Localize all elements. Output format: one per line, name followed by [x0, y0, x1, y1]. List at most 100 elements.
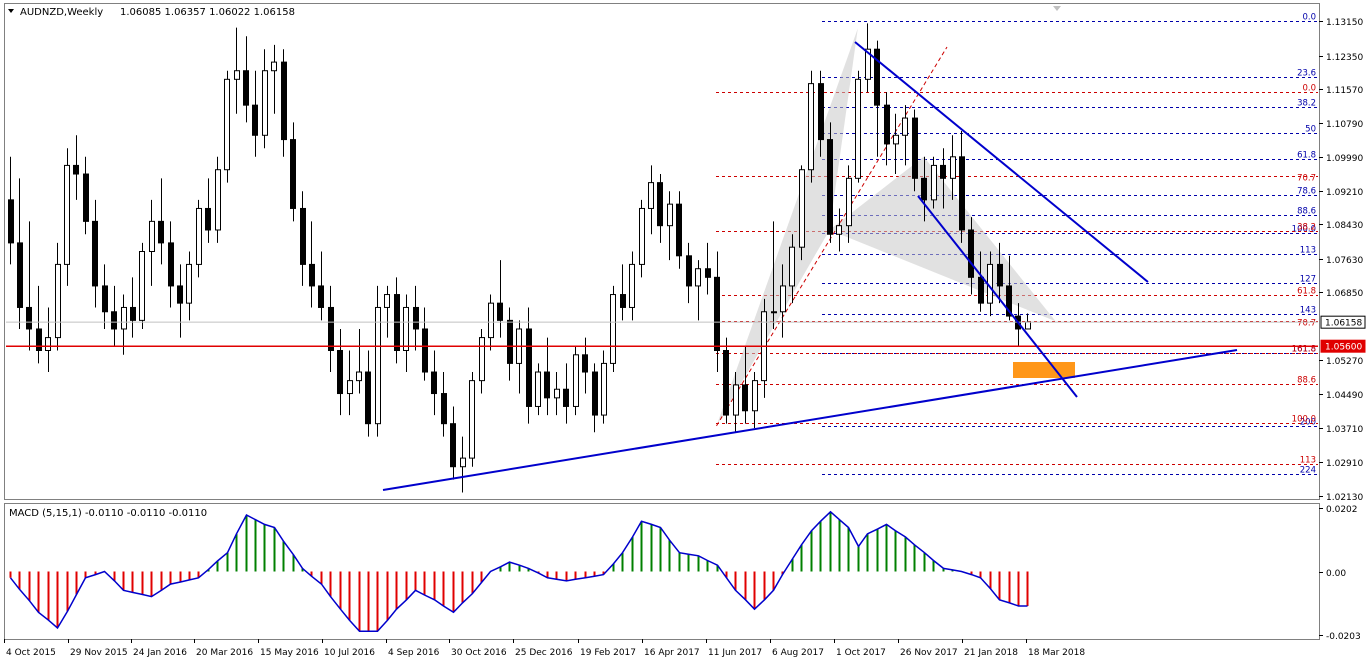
- candle-bullish: [1025, 321, 1031, 330]
- candle-bearish: [818, 83, 824, 141]
- fib-label-blue: 88.6: [1297, 207, 1316, 217]
- fib-label-red: 88.6: [1297, 376, 1316, 386]
- candle-bullish: [479, 337, 485, 382]
- candle-bullish: [865, 48, 871, 80]
- support-price-box: [1320, 339, 1366, 353]
- candle-bullish: [610, 294, 616, 364]
- candle-bearish: [243, 70, 249, 106]
- dropdown-arrow-icon[interactable]: [8, 9, 14, 13]
- candle-bullish: [695, 268, 701, 287]
- fib-label-blue: 113: [1300, 246, 1316, 256]
- channel-lower-line[interactable]: [917, 195, 1078, 398]
- price-tick-label: 1.11570: [1326, 86, 1363, 96]
- candle-bearish: [413, 306, 419, 330]
- candle-bullish: [648, 182, 654, 209]
- price-tick-label: 1.06850: [1326, 289, 1363, 299]
- rising-trendline[interactable]: [382, 349, 1238, 491]
- price-tick-label: 1.02910: [1326, 459, 1363, 469]
- fib-label-blue: 127: [1300, 275, 1316, 285]
- candle-bullish: [271, 61, 277, 72]
- candle-bearish: [978, 276, 984, 304]
- candle-bullish: [488, 302, 494, 339]
- candle-bullish: [262, 70, 268, 136]
- candle-bearish: [26, 306, 32, 330]
- fib-label-blue: 161.8: [1292, 345, 1316, 355]
- candle-bullish: [121, 306, 127, 330]
- fib-label-red: 113: [1300, 456, 1316, 466]
- time-tick-label: 10 Jul 2016: [324, 648, 375, 658]
- xa-dashed-line: [716, 46, 948, 427]
- macd-pane-frame: [4, 503, 1320, 640]
- candle-bearish: [714, 276, 720, 351]
- candle-bearish: [73, 164, 79, 175]
- price-tick-label: 1.03710: [1326, 425, 1363, 435]
- time-tick-label: 4 Sep 2016: [388, 648, 440, 658]
- candle-bearish: [252, 104, 258, 136]
- candle-bullish: [808, 83, 814, 171]
- candle-bearish: [526, 328, 532, 407]
- candle-bearish: [742, 384, 748, 412]
- candle-bullish: [64, 164, 70, 265]
- candle-bearish: [686, 255, 692, 287]
- macd-label: MACD (5,15,1) -0.0110 -0.0110 -0.0110: [9, 508, 207, 519]
- price-tick-label: 1.10790: [1326, 120, 1363, 130]
- fib-label-red: 70.7: [1297, 174, 1316, 184]
- candle-bullish: [601, 362, 607, 416]
- candle-bullish: [789, 246, 795, 287]
- candle-bullish: [573, 354, 579, 407]
- price-tick-label: 1.08430: [1326, 221, 1363, 231]
- candle-bullish: [384, 294, 390, 308]
- candle-bearish: [874, 48, 880, 106]
- price-tick-label: 1.13150: [1326, 18, 1363, 28]
- candle-bullish: [639, 207, 645, 265]
- candle-bearish: [431, 371, 437, 395]
- candle-bearish: [309, 263, 315, 287]
- candle-bullish: [356, 371, 362, 382]
- candle-bearish: [884, 104, 890, 145]
- price-tick-label: 1.02130: [1326, 493, 1363, 503]
- price-pane-frame: [4, 3, 1320, 500]
- candle-bullish: [836, 225, 842, 235]
- macd-tick-label: -0.0203: [1326, 632, 1361, 642]
- candle-bullish: [186, 263, 192, 304]
- time-tick-label: 21 Jan 2018: [964, 648, 1018, 658]
- candle-bullish: [931, 164, 937, 201]
- candle-bullish: [149, 220, 155, 253]
- support-price-label: 1.05600: [1325, 343, 1362, 353]
- macd-signal-line: [9, 510, 1028, 632]
- time-tick-label: 24 Jan 2016: [133, 648, 187, 658]
- fib-label-red: 70.7: [1297, 319, 1316, 329]
- current-price-label: 1.06158: [1325, 319, 1362, 329]
- candle-bearish: [130, 306, 136, 321]
- candle-bullish: [893, 134, 899, 145]
- candle-bullish: [460, 457, 466, 468]
- candle-bearish: [422, 328, 428, 373]
- fib-label-blue: 61.8: [1297, 151, 1316, 161]
- time-tick-label: 26 Nov 2017: [900, 648, 958, 658]
- time-tick-label: 6 Aug 2017: [772, 648, 824, 658]
- fib-label-red: 161.8: [1292, 345, 1316, 355]
- candle-bullish: [224, 78, 230, 171]
- candle-bullish: [375, 306, 381, 425]
- scroll-marker-icon[interactable]: [1053, 6, 1061, 11]
- candle-bearish: [318, 285, 324, 308]
- candle-bullish: [780, 285, 786, 313]
- candle-bearish: [1006, 285, 1012, 317]
- candle-bearish: [111, 311, 117, 330]
- candle-bearish: [83, 173, 89, 222]
- candle-bullish: [855, 78, 861, 179]
- candle-bearish: [281, 61, 287, 141]
- candle-bullish: [45, 337, 51, 351]
- candle-bearish: [723, 350, 729, 416]
- trendlines[interactable]: [6, 41, 1318, 491]
- candle-bullish: [554, 388, 560, 399]
- candle-bullish: [535, 371, 541, 407]
- fib-label-blue: 23.6: [1297, 69, 1316, 79]
- descending-trendline[interactable]: [854, 41, 1149, 283]
- candle-bullish: [629, 263, 635, 308]
- price-tick-label: 1.04490: [1326, 391, 1363, 401]
- candle-bullish: [215, 169, 221, 231]
- fib-label-blue: 0.0: [1302, 13, 1316, 23]
- time-tick-label: 30 Oct 2016: [451, 648, 507, 658]
